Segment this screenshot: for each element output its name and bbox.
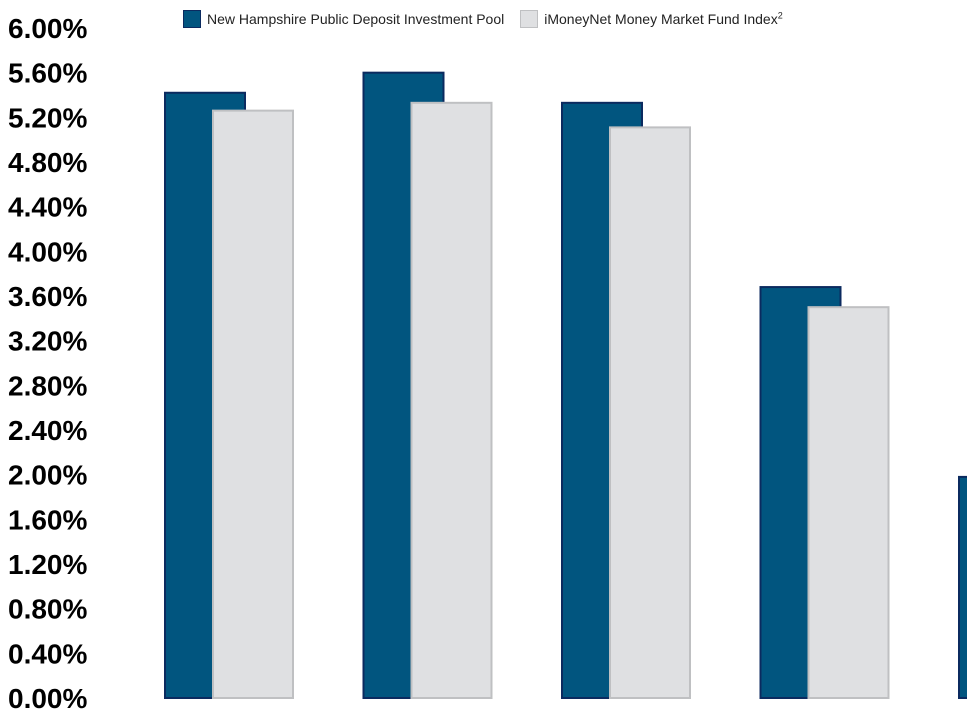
y-tick-label: 2.80% <box>8 370 87 401</box>
y-tick-label: 5.20% <box>8 102 87 133</box>
bar-series-0-category-4 <box>958 475 967 699</box>
y-tick-label: 3.60% <box>8 281 87 312</box>
bar-series-1-category-2 <box>609 126 691 699</box>
legend-label-series-1-text: iMoneyNet Money Market Fund Index <box>544 11 778 27</box>
legend-label-series-1: iMoneyNet Money Market Fund Index2 <box>544 11 782 27</box>
legend-item-series-1: iMoneyNet Money Market Fund Index2 <box>520 10 783 28</box>
bar-series-1-category-3 <box>807 306 890 699</box>
y-tick-label: 1.20% <box>8 549 87 580</box>
bar-series-1-category-1 <box>410 101 493 700</box>
y-tick-label: 1.60% <box>8 504 87 535</box>
y-tick-label: 0.80% <box>8 594 87 625</box>
y-tick-label: 0.00% <box>8 683 87 714</box>
legend-swatch-series-0 <box>183 10 201 28</box>
legend-swatch-series-1 <box>520 10 539 28</box>
legend-label-series-0: New Hampshire Public Deposit Investment … <box>207 11 505 27</box>
legend: New Hampshire Public Deposit Investment … <box>183 10 799 28</box>
y-tick-label: 4.40% <box>8 192 87 223</box>
y-tick-label: 2.40% <box>8 415 87 446</box>
y-tick-label: 2.00% <box>8 460 87 491</box>
bars <box>164 71 967 700</box>
y-tick-label: 0.40% <box>8 638 87 669</box>
y-tick-label: 3.20% <box>8 326 87 357</box>
legend-item-series-0: New Hampshire Public Deposit Investment … <box>183 10 504 28</box>
y-tick-label: 6.00% <box>8 13 87 44</box>
bar-series-1-category-0 <box>212 109 294 699</box>
y-tick-label: 4.80% <box>8 147 87 178</box>
y-axis: 0.00% 0.40% 0.80% 1.20% 1.60% 2.00% 2.40% 2.80%… <box>8 13 87 714</box>
y-tick-label: 4.00% <box>8 236 87 267</box>
legend-label-series-1-superscript: 2 <box>777 10 783 21</box>
y-tick-label: 5.60% <box>8 58 87 89</box>
